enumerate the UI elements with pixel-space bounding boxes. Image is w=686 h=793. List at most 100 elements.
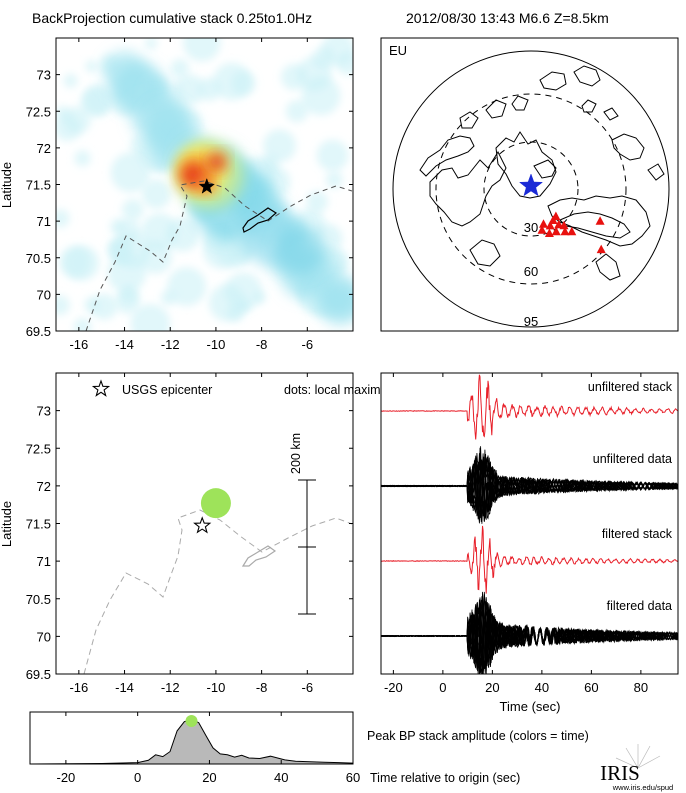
seismogram-xtick-label: 20 [485,680,499,695]
heat-cell [107,253,147,293]
seismogram-axis: -20 0 20 40 60 80 [384,373,648,695]
heat-cell [325,171,343,189]
heat-cell [110,152,151,193]
heat-cell [213,62,251,101]
label-filtered-stack: filtered stack [602,527,673,541]
stack-map-panel: -16 -14 -12 -10 -8 -6 69.5 70 70.5 71 71.5 72 72.5 73… [0,37,354,352]
heat-cell [73,317,92,331]
globe-ring-label-30: 30 [524,220,538,235]
local-maxima-xtick-label: -8 [256,680,268,695]
stack-map-xtick-label: -6 [302,337,314,352]
local-maxima-ytick-label: 72 [37,479,51,494]
station-triangle [539,219,548,228]
iris-logo: IRIS www.iris.edu/spud [600,744,673,792]
heat-cell [329,287,353,317]
heat-cell [81,87,110,117]
station-triangle [559,220,569,230]
heat-cell [56,295,70,316]
heat-cell [74,150,91,167]
globe-epicenter-star [518,173,544,197]
peak-amplitude-xlabel: Time relative to origin (sec) [370,771,520,785]
station-triangle [537,225,547,234]
iris-url: www.iris.edu/spud [612,783,673,792]
local-maxima-ytick-label: 72.5 [26,441,51,456]
heat-cell [183,38,221,62]
local-maxima-xtick-label: -16 [69,680,88,695]
heat-cell [301,76,341,116]
heat-cell [130,303,171,331]
local-maxima-xtick-label: -10 [207,680,226,695]
stack-map-xtick-label: -10 [207,337,226,352]
heat-cell [85,60,98,73]
peak-amplitude-xtick-label: 0 [134,770,141,785]
label-unfiltered-stack: unfiltered stack [588,380,673,394]
stack-map-ytick-label: 71 [37,214,51,229]
peak-amplitude-xtick-label: 20 [202,770,216,785]
peak-amplitude-axis: -20 0 20 40 60 [56,712,360,785]
unfiltered-data-trace [381,446,678,522]
peak-amplitude-xtick-label: 40 [274,770,288,785]
seismogram-frame [380,372,679,675]
seismogram-xtick-label: -20 [384,680,403,695]
seismogram-xlabel: Time (sec) [500,699,561,714]
iris-logo-text: IRIS [600,761,640,785]
local-maxima-ytick-label: 71.5 [26,517,51,532]
network-label: EU [389,43,407,58]
globe-coastlines [419,65,665,281]
heat-cell [174,74,205,105]
filtered-stack-trace [381,525,678,594]
array-globe-panel: EU 30 60 95 [380,37,679,332]
peak-amplitude-dot [185,715,198,727]
heat-cell [167,267,207,306]
heat-cell [116,218,141,243]
event-info: 2012/08/30 13:43 M6.6 Z=8.5km [406,10,609,26]
local-maxima-ytick-label: 71 [37,554,51,569]
globe-ring-label-95: 95 [524,314,538,329]
peak-amplitude-xtick-label: 60 [346,770,360,785]
globe-ring-label-60: 60 [524,264,538,279]
station-triangle [551,226,561,236]
heat-cell [306,190,329,213]
stack-map-ytick-label: 70.5 [26,251,51,266]
globe-frame [380,37,679,332]
seismogram-panel: unfiltered stack unfiltered data filtere… [380,372,679,714]
legend-epicenter-label: USGS epicenter [122,383,212,397]
globe-ring-60 [435,93,627,285]
seismogram-xtick-label: 40 [535,680,549,695]
globe-outer-ring [392,50,670,328]
heat-cell [56,113,82,142]
seismogram-xtick-label: 0 [439,680,446,695]
peak-amplitude-panel: -20 0 20 40 60 Peak BP stack amplitude (colo… [29,711,589,785]
label-unfiltered-data: unfiltered data [593,452,672,466]
local-maxima-ytick-label: 70.5 [26,592,51,607]
heat-cell [224,272,263,311]
heat-cell [170,58,190,78]
filtered-data-trace [381,593,678,674]
label-filtered-data: filtered data [607,599,672,613]
stack-map-ytick-label: 72 [37,141,51,156]
local-maxima-ytick-label: 73 [37,404,51,419]
local-maxima-axis: -16 -14 -12 -10 -8 -6 69.5 70 70.5 71 71.5 72 72.5 73 [26,373,353,695]
heat-cell [56,209,70,228]
local-maxima-ytick-label: 69.5 [26,667,51,682]
heat-cell [276,226,324,274]
seismogram-xtick-label: 60 [584,680,598,695]
station-triangle [595,216,605,225]
stack-map-xtick-label: -16 [69,337,88,352]
local-maxima-panel: USGS epicenter dots: local maxima 200 km… [0,372,388,695]
local-maxima-xtick-label: -12 [161,680,180,695]
stack-map-ytick-label: 69.5 [26,324,51,339]
heat-cell [63,73,78,88]
heat-cell [64,245,100,281]
local-maxima-coastlines [83,509,353,674]
local-maxima-ytick-label: 70 [37,629,51,644]
peak-amplitude-annotation: Peak BP stack amplitude (colors = time) [367,729,589,743]
stack-map-ytick-label: 70 [37,287,51,302]
stack-map-ytick-label: 72.5 [26,104,51,119]
stack-map-ytick-label: 71.5 [26,178,51,193]
heat-cell [336,51,353,76]
epicenter-star [198,177,216,194]
seismogram-xtick-label: 80 [634,680,648,695]
station-triangle [560,226,570,236]
